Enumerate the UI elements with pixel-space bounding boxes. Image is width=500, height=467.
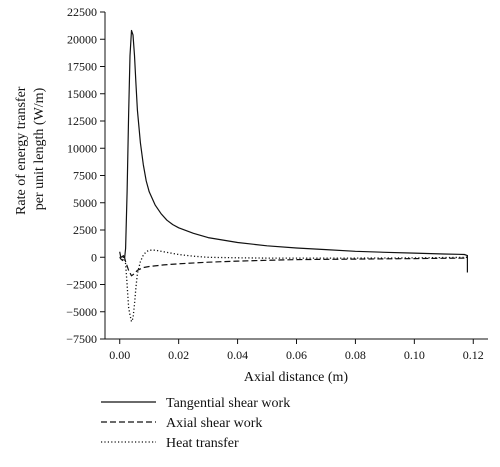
legend-label-tangential-shear-work: Tangential shear work xyxy=(166,396,290,411)
x-tick-label: 0.02 xyxy=(168,348,189,362)
y-tick-label: −5000 xyxy=(66,305,97,319)
x-tick-label: 0.08 xyxy=(345,348,366,362)
y-tick-label: 12500 xyxy=(67,114,97,128)
x-tick-label: 0.12 xyxy=(463,348,484,362)
axes: −7500 −5000 −2500 0 2500 5000 7500 10000 12500 15… xyxy=(66,5,488,362)
legend-label-heat-transfer: Heat transfer xyxy=(166,436,239,451)
x-axis-title: Axial distance (m) xyxy=(244,370,349,385)
y-tick-label: 5000 xyxy=(73,196,97,210)
legend-label-axial-shear-work: Axial shear work xyxy=(166,416,262,431)
y-tick-label: 17500 xyxy=(67,60,97,74)
x-tick-label: 0.00 xyxy=(109,348,130,362)
y-tick-label: 2500 xyxy=(73,223,97,237)
y-tick-label: 15000 xyxy=(67,87,97,101)
x-tick-label: 0.06 xyxy=(286,348,307,362)
legend: Tangential shear work Axial shear work Hea… xyxy=(101,396,290,451)
y-tick-label: 20000 xyxy=(67,32,97,46)
y-tick-label: 0 xyxy=(91,250,97,264)
y-tick-label: 22500 xyxy=(67,5,97,19)
y-tick-label: −7500 xyxy=(66,332,97,346)
x-tick-label: 0.10 xyxy=(404,348,425,362)
axis-labels: Rate of energy transfer per unit length … xyxy=(14,83,349,385)
y-tick-label: 7500 xyxy=(73,169,97,183)
y-tick-label: 10000 xyxy=(67,141,97,155)
series-line-axial-shear-work xyxy=(119,255,468,277)
y-axis-title: Rate of energy transfer per unit length … xyxy=(14,83,47,215)
y-axis-title-line-2: per unit length (W/m) xyxy=(32,87,47,210)
y-tick-label: −2500 xyxy=(66,278,97,292)
y-axis-title-line-1: Rate of energy transfer xyxy=(14,86,29,215)
series-line-heat-transfer xyxy=(119,249,468,323)
series-line-tangential-shear-work xyxy=(119,29,468,273)
series-layer xyxy=(119,29,468,323)
x-tick-label: 0.04 xyxy=(227,348,248,362)
